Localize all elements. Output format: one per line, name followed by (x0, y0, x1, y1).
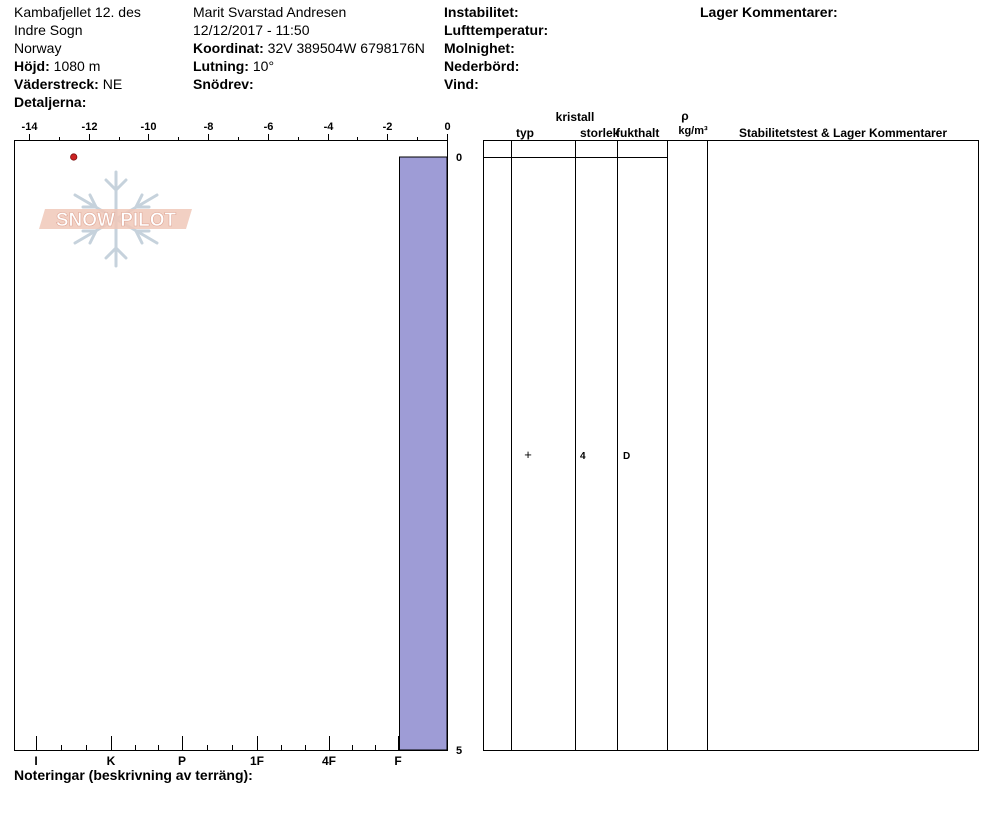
hardness-label: F (394, 754, 401, 768)
layer-table (483, 140, 979, 751)
hardness-label: P (178, 754, 186, 768)
coordinate-label: Koordinat: (193, 40, 264, 56)
col-size: storlek (580, 126, 620, 140)
notes-label: Noteringar (beskrivning av terräng): (14, 767, 253, 783)
temperature-point-0 (70, 153, 78, 161)
col-type: typ (516, 126, 534, 140)
col-crystal: kristall (556, 110, 595, 124)
watermark-text: SNOW PILOT (56, 210, 177, 231)
col-rho: ρ (681, 109, 688, 123)
drift-label: Snödrev: (193, 76, 254, 92)
table-headers: kristall typ storlek fukthalt ρ kg/m³ St… (516, 109, 947, 140)
hardness-label: 4F (322, 754, 336, 768)
layer-size: 4 (580, 451, 586, 462)
slope-row: Lutning: 10° (193, 57, 274, 75)
aspect-value: NE (102, 76, 123, 92)
aspect-label: Väderstreck: (14, 76, 99, 92)
temp-tick-label: -4 (324, 121, 335, 133)
details-label: Detaljerna: (14, 94, 87, 110)
elevation-row: Höjd: 1080 m (14, 57, 100, 75)
aspect-row: Väderstreck: NE (14, 75, 122, 93)
temp-tick-label: -6 (264, 121, 274, 133)
col-moisture: fukthalt (616, 126, 659, 140)
coordinate-value: 32V 389504W 6798176N (267, 40, 425, 56)
watermark-banner (39, 209, 192, 229)
layer-type-symbol: + (524, 447, 532, 462)
temp-tick-label: 0 (444, 121, 450, 133)
layer-moisture: D (623, 451, 630, 462)
country-name: Norway (14, 40, 62, 56)
instability-label: Instabilitet: (444, 4, 519, 20)
layer-row: + 4 D (524, 447, 630, 462)
col-density-unit: kg/m³ (678, 125, 708, 137)
temp-tick-label: -14 (22, 121, 39, 133)
region-name: Indre Sogn (14, 22, 83, 38)
layer-comments-label: Lager Kommentarer: (700, 4, 838, 20)
precip-label: Nederbörd: (444, 58, 520, 74)
airtemp-label: Lufttemperatur: (444, 22, 549, 38)
hardness-label: I (34, 754, 37, 768)
hardness-label: 1F (250, 754, 264, 768)
elevation-label: Höjd: (14, 58, 50, 74)
location-name: Kambafjellet 12. des (14, 4, 141, 20)
depth-tick-label: 5 (456, 745, 462, 757)
hardness-label: K (107, 754, 116, 768)
wind-label: Vind: (444, 76, 479, 92)
col-stability: Stabilitetstest & Lager Kommentarer (739, 126, 947, 140)
snowpilot-watermark: SNOW PILOT (39, 170, 192, 268)
slope-label: Lutning: (193, 58, 249, 74)
temperature-plot-frame (14, 140, 448, 751)
temp-tick-label: -12 (82, 121, 98, 133)
slope-value: 10° (252, 58, 275, 74)
observation-datetime: 12/12/2017 - 11:50 (193, 22, 310, 38)
coordinate-row: Koordinat: 32V 389504W 6798176N (193, 39, 425, 57)
temp-tick-label: -2 (383, 121, 393, 133)
temp-tick-label: -8 (204, 121, 214, 133)
depth-tick-label: 0 (456, 152, 462, 164)
observer-name: Marit Svarstad Andresen (193, 4, 347, 20)
hardness-layer-0 (399, 156, 448, 751)
temp-tick-label: -10 (141, 121, 157, 133)
clouds-label: Molnighet: (444, 40, 515, 56)
elevation-value: 1080 m (53, 58, 101, 74)
